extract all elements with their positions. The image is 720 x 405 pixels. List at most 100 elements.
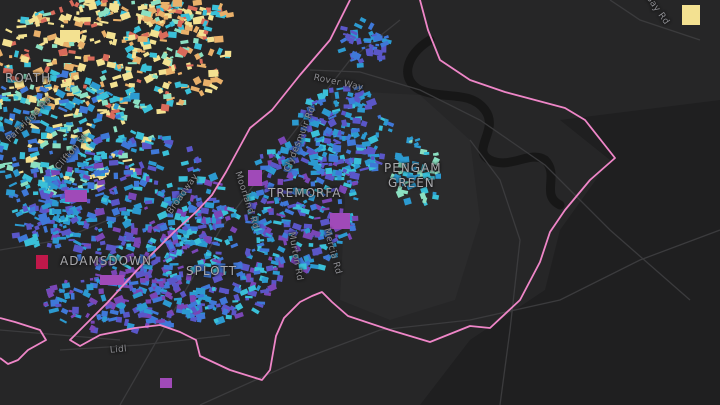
building-footprint: [245, 295, 253, 299]
river: [403, 35, 565, 210]
district-boundary: [69, 0, 616, 381]
building-footprint: [208, 299, 218, 306]
building-footprint: [322, 254, 329, 260]
building-footprint: [267, 207, 273, 213]
building-footprint: [60, 70, 69, 79]
building-footprint: [93, 21, 103, 27]
building-footprint: [171, 190, 180, 199]
building-footprint: [164, 291, 173, 299]
building-footprint: [431, 156, 440, 166]
building-footprint: [180, 29, 190, 36]
building-footprint-large: [682, 5, 700, 25]
building-footprint: [281, 232, 289, 239]
building-footprint: [88, 168, 97, 171]
building-footprint: [200, 63, 206, 68]
building-footprint: [89, 141, 97, 149]
building-footprint: [268, 153, 274, 159]
building-footprint: [110, 198, 121, 207]
building-footprint: [149, 52, 158, 58]
building-footprint: [13, 120, 24, 130]
building-footprint: [72, 209, 80, 217]
building-footprint: [401, 189, 409, 195]
building-footprint: [32, 233, 39, 242]
building-footprint: [340, 110, 347, 116]
building-footprint: [154, 189, 158, 194]
building-footprint: [177, 98, 185, 106]
building-footprint: [137, 5, 148, 11]
building-footprint: [98, 288, 104, 295]
building-footprint: [111, 265, 118, 271]
building-footprint: [101, 30, 108, 38]
building-footprint: [133, 180, 140, 187]
building-footprint: [17, 233, 29, 243]
building-footprint: [66, 122, 73, 126]
building-footprint: [147, 225, 153, 233]
building-footprint: [336, 87, 344, 91]
building-footprint: [127, 62, 137, 65]
building-footprint: [83, 56, 89, 62]
building-footprint: [143, 251, 150, 258]
building-footprint: [232, 300, 239, 303]
building-footprint: [22, 110, 30, 115]
building-footprint: [305, 98, 314, 106]
building-footprint: [83, 2, 90, 7]
building-footprint: [120, 240, 127, 247]
building-footprint: [137, 36, 148, 43]
building-footprint: [62, 186, 70, 190]
building-footprint: [47, 33, 58, 42]
building-footprint: [64, 101, 75, 111]
building-footprint: [66, 145, 74, 151]
building-footprint: [118, 245, 124, 250]
building-footprint: [1, 91, 12, 97]
building-footprint: [30, 167, 40, 174]
building-footprint: [341, 186, 347, 194]
building-footprint: [121, 262, 132, 270]
building-footprint: [130, 227, 138, 235]
building-footprint: [328, 252, 339, 259]
building-footprint: [112, 74, 122, 81]
building-footprint: [186, 64, 194, 67]
building-footprint: [122, 298, 130, 303]
building-footprint: [291, 191, 297, 196]
building-footprint: [69, 63, 79, 68]
building-footprint: [151, 74, 159, 80]
building-footprint: [58, 288, 66, 294]
building-footprint: [113, 172, 119, 180]
building-footprint: [316, 98, 327, 105]
building-footprint: [180, 160, 189, 166]
building-footprint: [122, 311, 131, 319]
building-footprint: [185, 274, 192, 281]
building-footprint: [145, 176, 150, 182]
building-footprint: [342, 182, 352, 189]
building-footprint: [29, 84, 35, 90]
building-footprint: [321, 107, 332, 118]
building-footprint: [218, 263, 226, 266]
building-footprint: [12, 168, 21, 178]
building-footprint: [213, 317, 219, 324]
building-footprint: [55, 303, 62, 308]
building-footprint: [50, 130, 58, 138]
building-footprint: [300, 157, 310, 164]
building-footprint: [265, 232, 273, 238]
building-footprint: [328, 155, 339, 163]
building-footprint: [47, 22, 55, 26]
building-footprint: [221, 308, 229, 316]
building-footprint: [45, 125, 56, 135]
building-footprint: [175, 208, 188, 218]
building-footprint: [140, 64, 148, 73]
place-label-tremorfa: TREMORFA: [268, 186, 342, 200]
building-footprint: [192, 0, 203, 6]
building-footprint: [74, 1, 80, 8]
building-footprint: [13, 138, 19, 145]
building-footprint: [247, 201, 257, 210]
road-rover-way: [309, 69, 691, 301]
building-footprint: [200, 207, 210, 215]
building-footprint: [273, 267, 278, 271]
building-footprint: [83, 243, 92, 247]
building-footprint: [332, 110, 339, 115]
building-footprint: [266, 172, 272, 179]
building-footprint: [16, 24, 27, 29]
building-footprint: [244, 214, 249, 221]
